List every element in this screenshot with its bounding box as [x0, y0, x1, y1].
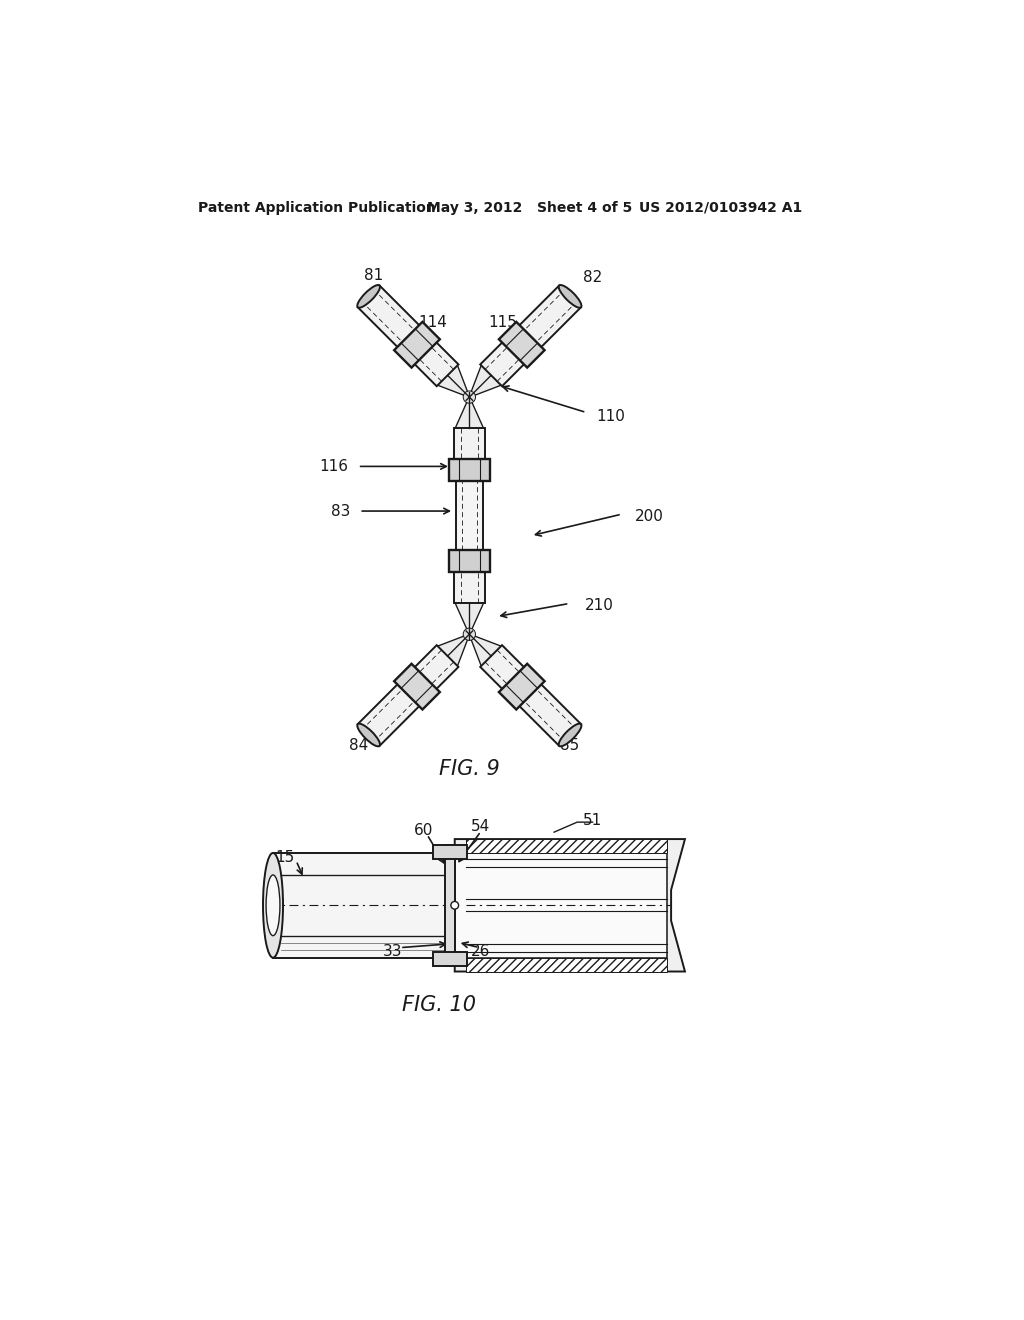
- Text: Patent Application Publication: Patent Application Publication: [199, 201, 436, 215]
- Polygon shape: [445, 845, 455, 965]
- Circle shape: [451, 902, 459, 909]
- Text: 200: 200: [635, 510, 664, 524]
- Text: 82: 82: [583, 271, 602, 285]
- Polygon shape: [471, 362, 504, 396]
- Polygon shape: [394, 322, 440, 367]
- Polygon shape: [499, 322, 545, 367]
- Text: 60: 60: [414, 824, 433, 838]
- Text: FIG. 9: FIG. 9: [439, 759, 500, 779]
- Text: 210: 210: [585, 598, 613, 612]
- Polygon shape: [273, 853, 446, 958]
- Polygon shape: [434, 362, 468, 396]
- Polygon shape: [466, 958, 668, 972]
- Polygon shape: [394, 664, 440, 710]
- Text: 51: 51: [583, 813, 602, 828]
- Text: 116: 116: [319, 459, 348, 474]
- Circle shape: [463, 628, 475, 640]
- Polygon shape: [499, 664, 545, 710]
- Ellipse shape: [357, 723, 380, 746]
- Text: 33: 33: [383, 944, 402, 960]
- Ellipse shape: [357, 285, 380, 308]
- Text: US 2012/0103942 A1: US 2012/0103942 A1: [639, 201, 802, 215]
- Text: May 3, 2012   Sheet 4 of 5: May 3, 2012 Sheet 4 of 5: [427, 201, 632, 215]
- Text: 54: 54: [471, 820, 490, 834]
- Text: 84: 84: [349, 738, 368, 752]
- Text: 110: 110: [596, 409, 626, 424]
- Polygon shape: [466, 840, 668, 853]
- Polygon shape: [433, 952, 467, 965]
- Polygon shape: [455, 840, 685, 972]
- Polygon shape: [454, 601, 484, 630]
- Polygon shape: [357, 645, 459, 746]
- Polygon shape: [480, 285, 581, 387]
- Polygon shape: [471, 636, 504, 669]
- Polygon shape: [454, 401, 484, 430]
- Text: 15: 15: [274, 850, 294, 865]
- Ellipse shape: [263, 853, 283, 958]
- Polygon shape: [357, 285, 459, 387]
- Text: FIG. 10: FIG. 10: [401, 995, 475, 1015]
- Text: 83: 83: [332, 503, 351, 519]
- Circle shape: [463, 391, 475, 404]
- Polygon shape: [434, 636, 468, 669]
- Ellipse shape: [266, 875, 280, 936]
- Ellipse shape: [559, 285, 582, 308]
- Polygon shape: [456, 470, 483, 561]
- Polygon shape: [449, 550, 490, 572]
- Polygon shape: [480, 645, 581, 746]
- Text: 26: 26: [471, 944, 490, 960]
- Polygon shape: [449, 459, 490, 480]
- Polygon shape: [433, 845, 467, 859]
- Text: 85: 85: [560, 738, 580, 752]
- Text: 115: 115: [488, 315, 518, 330]
- Polygon shape: [455, 853, 668, 958]
- Text: 114: 114: [419, 315, 447, 330]
- Text: 81: 81: [365, 268, 384, 282]
- Polygon shape: [454, 561, 484, 603]
- Polygon shape: [454, 428, 484, 470]
- Ellipse shape: [559, 723, 582, 746]
